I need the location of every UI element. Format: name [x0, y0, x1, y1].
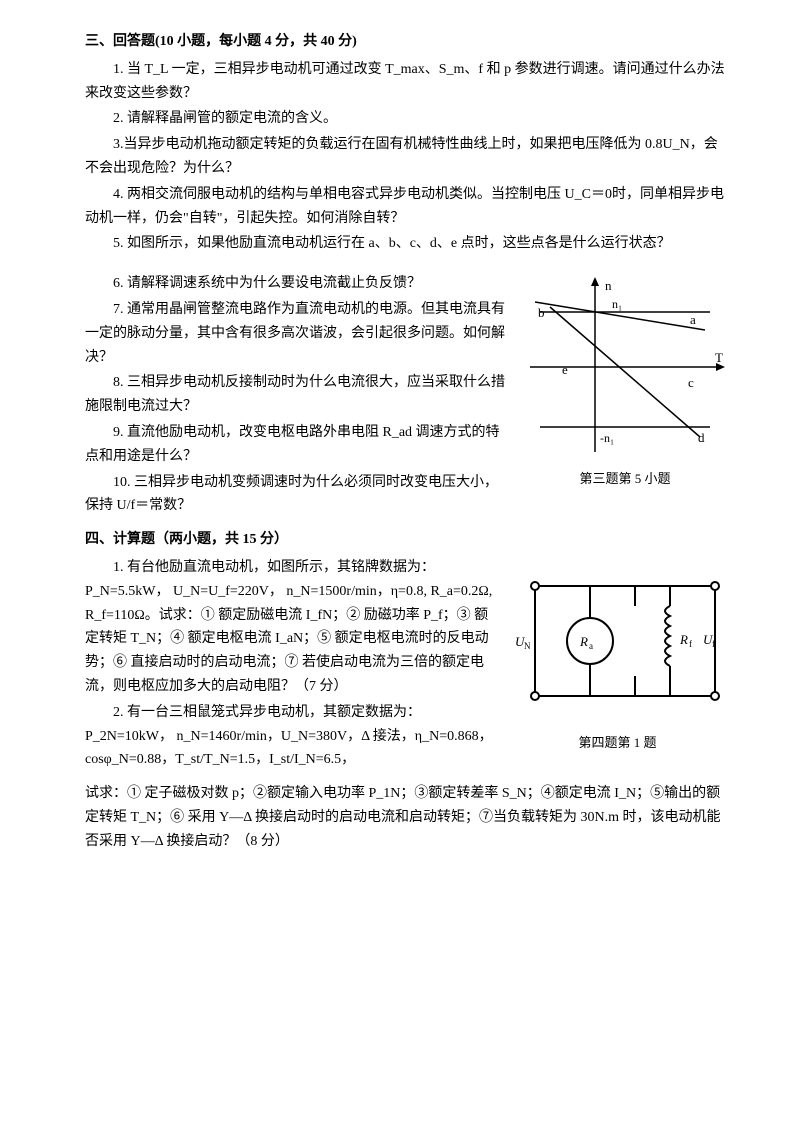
label-b: b — [538, 305, 545, 320]
s3-q6: 6. 请解释调速系统中为什么要设电流截止负反馈？ — [85, 272, 508, 296]
s3-q3: 3.当异步电动机拖动额定转矩的负载运行在固有机械特性曲线上时，如果把电压降低为 … — [85, 133, 730, 181]
s4-q2b: 试求：① 定子磁极对数 p；②额定输入电功率 P_1N；③额定转差率 S_N；④… — [85, 782, 730, 853]
label-n1: n₁ — [612, 297, 622, 311]
section3-header: 三、回答题(10 小题，每小题 4 分，共 40 分) — [85, 30, 730, 54]
s3-q4: 4. 两相交流伺服电动机的结构与单相电容式异步电动机类似。当控制电压 U_C＝0… — [85, 183, 730, 231]
s4-figure-col: R a U N R f U f 第四题第 1 题 — [505, 556, 730, 774]
label-a: a — [690, 312, 696, 327]
s3-q1: 1. 当 T_L 一定，三相异步电动机可通过改变 T_max、S_m、f 和 p… — [85, 58, 730, 106]
label-T: T — [715, 350, 723, 365]
s4-text-col: 1. 有台他励直流电动机，如图所示，其铭牌数据为：P_N=5.5kW， U_N=… — [85, 556, 493, 774]
s3-q2: 2. 请解释晶闸管的额定电流的含义。 — [85, 107, 730, 131]
label-c: c — [688, 375, 694, 390]
s3-q5: 5. 如图所示，如果他励直流电动机运行在 a、b、c、d、e 点时，这些点各是什… — [85, 232, 730, 256]
label-e: e — [562, 362, 568, 377]
s4-q2a: 2. 有一台三相鼠笼式异步电动机，其额定数据为：P_2N=10kW， n_N=1… — [85, 701, 493, 772]
label-neg-n1: -n₁ — [600, 431, 614, 445]
label-Rf-sub: f — [689, 639, 692, 649]
s3-q8: 8. 三相异步电动机反接制动时为什么电流很大，应当采取什么措施限制电流过大？ — [85, 371, 508, 419]
label-UN-sub: N — [524, 641, 531, 651]
s3-q7: 7. 通常用晶闸管整流电路作为直流电动机的电源。但其电流具有一定的脉动分量，其中… — [85, 298, 508, 369]
s4-fig-caption: 第四题第 1 题 — [578, 732, 656, 754]
diagram-circuit: R a U N R f U f — [505, 556, 730, 726]
section4-header: 四、计算题（两小题，共 15 分） — [85, 528, 730, 552]
s3-q9: 9. 直流他励电动机，改变电枢电路外串电阻 R_ad 调速方式的特点和用途是什么… — [85, 421, 508, 469]
label-Uf-sub: f — [712, 639, 715, 649]
s3-q10: 10. 三相异步电动机变频调速时为什么必须同时改变电压大小，保持 U/f＝常数？ — [85, 471, 508, 519]
diagram-motor-curve: n n₁ b a e c T -n₁ d — [520, 272, 730, 462]
s3-fig-caption: 第三题第 5 小题 — [579, 468, 670, 490]
s3-text-col: 6. 请解释调速系统中为什么要设电流截止负反馈？ 7. 通常用晶闸管整流电路作为… — [85, 272, 508, 520]
label-d: d — [698, 430, 705, 445]
s3-figure-col: n n₁ b a e c T -n₁ d 第三题第 5 小题 — [520, 272, 730, 520]
label-Ra: R — [579, 634, 588, 649]
s3-row-with-figure: 6. 请解释调速系统中为什么要设电流截止负反馈？ 7. 通常用晶闸管整流电路作为… — [85, 272, 730, 520]
label-n: n — [605, 278, 612, 293]
label-Rf: R — [679, 632, 688, 647]
s4-q1: 1. 有台他励直流电动机，如图所示，其铭牌数据为：P_N=5.5kW， U_N=… — [85, 556, 493, 699]
s4-row-with-figure: 1. 有台他励直流电动机，如图所示，其铭牌数据为：P_N=5.5kW， U_N=… — [85, 556, 730, 774]
label-Ra-sub: a — [589, 641, 593, 651]
